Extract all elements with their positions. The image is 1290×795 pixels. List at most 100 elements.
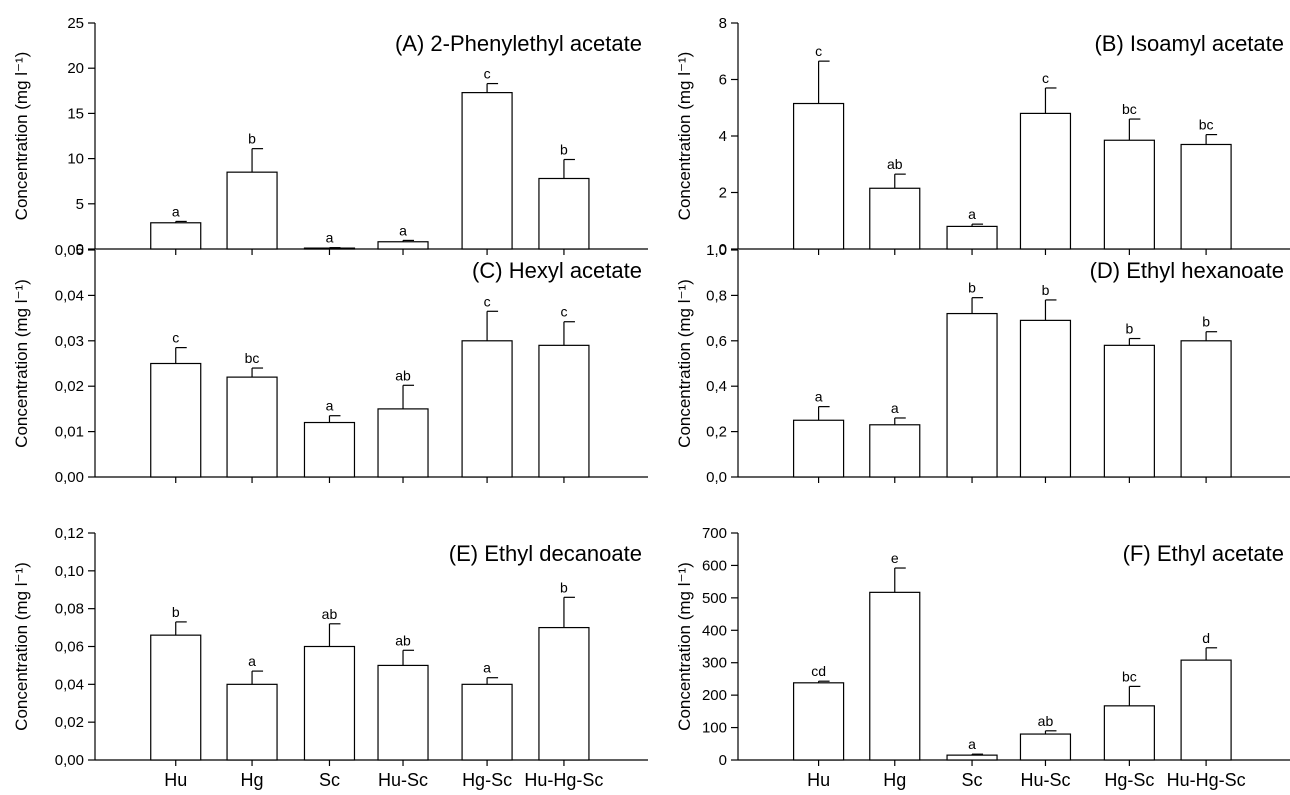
y-tick-label: 2 [719, 185, 727, 202]
y-tick-label: 0 [719, 752, 727, 769]
bar [303, 645, 356, 761]
chart-panel-b: 0 2 4 6 8 Concentration (mg l⁻¹) (B) Isoamyl a… [675, 15, 1290, 258]
significance-letter: bc [1122, 101, 1137, 117]
panel-title: (C) Hexyl acetate [472, 258, 642, 283]
x-tick-label: Hu [807, 770, 830, 790]
bar [1103, 139, 1155, 250]
significance-letter: b [248, 131, 256, 147]
bar [461, 92, 513, 250]
y-tick-label: 0,06 [55, 639, 84, 656]
x-tick-label: Hu-Sc [1020, 770, 1070, 790]
bar [1103, 705, 1155, 761]
y-tick-label: 4 [719, 128, 727, 145]
bar [1019, 319, 1072, 478]
significance-letter: b [968, 280, 976, 296]
y-axis-label: Concentration (mg l⁻¹) [12, 52, 31, 221]
y-tick-label: 0,02 [55, 714, 84, 731]
bar [792, 682, 845, 761]
y-tick-label: 5 [76, 196, 84, 213]
chart-panel-f: 0 100 200 300 400 500 600 700 Concentration (mg … [675, 525, 1290, 790]
bar [150, 362, 202, 478]
y-tick-label: 100 [702, 720, 727, 737]
y-tick-label: 0,8 [706, 287, 727, 304]
y-tick-label: 0,02 [55, 378, 84, 395]
y-tick-label: 200 [702, 687, 727, 704]
bar [946, 754, 998, 761]
y-tick-label: 0,00 [55, 752, 84, 769]
significance-letter: ab [887, 156, 903, 172]
significance-letter: bc [1199, 117, 1214, 133]
y-axis-label: Concentration (mg l⁻¹) [675, 52, 694, 221]
y-tick-label: 0,10 [55, 563, 84, 580]
significance-letter: ab [395, 367, 411, 383]
bar [792, 102, 845, 250]
x-tick-label: Hu-Hg-Sc [524, 770, 603, 790]
x-tick-label: Hg-Sc [462, 770, 512, 790]
panel-title: (D) Ethyl hexanoate [1090, 258, 1284, 283]
y-tick-label: 300 [702, 655, 727, 672]
bar [792, 419, 845, 478]
y-tick-label: 0,08 [55, 601, 84, 618]
y-tick-label: 0,04 [55, 287, 84, 304]
bar [377, 664, 429, 761]
significance-letter: a [968, 736, 976, 752]
y-tick-label: 0,4 [706, 378, 727, 395]
significance-letter: ab [1038, 713, 1054, 729]
significance-letter: b [560, 142, 568, 158]
x-tick-label: Hg [241, 770, 264, 790]
y-tick-label: 400 [702, 622, 727, 639]
significance-letter: a [326, 398, 334, 414]
bar [1180, 659, 1232, 761]
y-tick-label: 25 [67, 15, 84, 32]
bar [538, 344, 590, 478]
chart-panel-d: 0,0 0,2 0,4 0,6 0,8 1,0 Concentration (mg l⁻¹)… [675, 242, 1290, 486]
y-tick-label: 0,6 [706, 333, 727, 350]
significance-letter: a [815, 389, 823, 405]
significance-letter: c [815, 43, 822, 59]
bar [226, 683, 278, 761]
bar [946, 312, 998, 478]
y-tick-label: 10 [67, 151, 84, 168]
bar [1019, 733, 1072, 761]
x-tick-label: Hu-Hg-Sc [1167, 770, 1246, 790]
y-axis-label: Concentration (mg l⁻¹) [12, 279, 31, 448]
chart-panel-e: 0,00 0,02 0,04 0,06 0,08 0,10 0,12 Concentratio… [12, 525, 648, 790]
bar [1103, 344, 1155, 478]
significance-letter: b [1042, 282, 1050, 298]
significance-letter: d [1202, 630, 1210, 646]
bar [869, 424, 921, 478]
y-tick-label: 700 [702, 525, 727, 542]
y-tick-label: 0,01 [55, 424, 84, 441]
bar [461, 683, 513, 761]
significance-letter: a [248, 653, 256, 669]
significance-letter: b [560, 579, 568, 595]
significance-letter: c [1042, 70, 1049, 86]
bar [1019, 112, 1072, 250]
y-tick-label: 0,04 [55, 676, 84, 693]
y-tick-label: 0,03 [55, 333, 84, 350]
panel-title: (F) Ethyl acetate [1123, 541, 1284, 566]
significance-letter: bc [1122, 668, 1137, 684]
bar [946, 225, 998, 250]
x-tick-label: Sc [962, 770, 983, 790]
significance-letter: a [326, 230, 334, 246]
y-tick-label: 0,05 [55, 242, 84, 259]
bar [150, 222, 202, 250]
y-axis-label: Concentration (mg l⁻¹) [675, 279, 694, 448]
significance-letter: c [484, 293, 491, 309]
bar [869, 187, 921, 250]
significance-letter: bc [245, 350, 260, 366]
bar [1180, 143, 1232, 250]
x-tick-label: Hg [883, 770, 906, 790]
y-tick-label: 1,0 [706, 242, 727, 259]
significance-letter: c [560, 304, 567, 320]
y-tick-label: 0,12 [55, 525, 84, 542]
significance-letter: a [399, 222, 407, 238]
x-tick-label: Sc [319, 770, 340, 790]
y-tick-label: 15 [67, 105, 84, 122]
significance-letter: b [172, 604, 180, 620]
significance-letter: a [968, 206, 976, 222]
x-tick-label: Hu [164, 770, 187, 790]
x-tick-label: Hg-Sc [1104, 770, 1154, 790]
